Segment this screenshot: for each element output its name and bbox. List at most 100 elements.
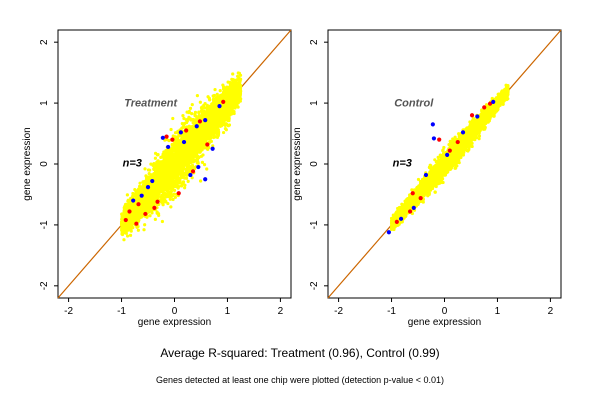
scatter-point: [160, 178, 164, 182]
scatter-point: [125, 193, 129, 197]
scatter-point: [161, 196, 166, 200]
scatter-point: [186, 179, 190, 183]
scatter-point: [221, 109, 225, 114]
scatter-point: [177, 160, 182, 165]
scatter-point: [171, 116, 175, 121]
scatter-point: [227, 104, 231, 108]
scatter-point: [177, 181, 181, 185]
scatter-point: [195, 131, 199, 135]
scatter-point: [181, 182, 185, 186]
scatter-point: [205, 167, 209, 171]
scatter-point: [221, 83, 225, 87]
scatter-point: [229, 90, 233, 94]
scatter-point: [204, 146, 209, 150]
scatter-point: [223, 86, 227, 91]
scatter-point: [170, 153, 175, 157]
scatter-point: [134, 193, 138, 197]
scatter-point: [190, 142, 194, 146]
scatter-point: [164, 149, 168, 153]
scatter-point: [173, 149, 178, 153]
scatter-point: [153, 188, 157, 193]
scatter-point: [136, 228, 140, 232]
scatter-point: [208, 119, 212, 123]
scatter-point: [218, 89, 222, 93]
scatter-point: [182, 147, 186, 151]
scatter-point: [234, 91, 238, 95]
scatter-point: [149, 174, 153, 178]
scatter-point: [187, 156, 192, 160]
scatter-point: [142, 198, 147, 202]
scatter-point: [217, 110, 221, 115]
scatter-point: [142, 181, 146, 185]
scatter-point: [160, 171, 164, 175]
scatter-point: [154, 196, 158, 201]
scatter-point: [144, 206, 148, 210]
scatter-point: [191, 125, 195, 129]
scatter-point: [146, 210, 151, 214]
scatter-point: [229, 109, 233, 113]
scatter-point: [229, 112, 234, 116]
scatter-point: [145, 178, 149, 182]
scatter-point: [211, 94, 215, 98]
scatter-point: [209, 133, 213, 137]
scatter-point: [181, 114, 185, 118]
scatter-point: [130, 215, 134, 219]
scatter-point: [200, 105, 204, 109]
scatter-point: [190, 112, 194, 116]
scatter-point: [205, 133, 209, 138]
scatter-point: [225, 110, 230, 114]
scatter-point: [195, 94, 199, 98]
scatter-point: [201, 142, 205, 146]
scatter-point: [182, 124, 186, 128]
scatter-point: [221, 130, 226, 135]
scatter-point: [191, 156, 195, 161]
scatter-point: [170, 147, 175, 151]
scatter-point: [166, 201, 170, 206]
scatter-point: [174, 156, 179, 161]
scatter-point: [149, 190, 153, 194]
scatter-point: [131, 208, 135, 213]
scatter-point: [206, 127, 210, 131]
scatter-point: [216, 128, 220, 132]
scatter-point: [199, 147, 203, 151]
scatter-point: [223, 127, 228, 131]
scatter-point: [217, 114, 221, 118]
scatter-point: [161, 201, 165, 206]
scatter-point: [138, 184, 142, 188]
scatter-point: [212, 105, 217, 109]
scatter-point: [168, 190, 172, 194]
scatter-point: [169, 149, 173, 154]
scatter-point: [215, 92, 219, 96]
scatter-point: [191, 149, 195, 153]
scatter-point: [203, 113, 207, 117]
scatter-point: [184, 120, 189, 125]
scatter-point: [185, 134, 189, 138]
scatter-point: [148, 214, 152, 218]
scatter-point: [203, 129, 207, 134]
scatter-point: [125, 204, 130, 208]
scatter-point: [153, 217, 157, 221]
scatter-point: [155, 160, 159, 164]
scatter-point: [239, 77, 243, 81]
scatter-point: [183, 186, 187, 190]
scatter-point: [172, 192, 176, 196]
scatter-point: [167, 155, 171, 160]
scatter-point: [234, 78, 238, 82]
scatter-point: [236, 86, 241, 90]
scatter-point: [158, 160, 162, 164]
scatter-point: [190, 102, 194, 107]
scatter-point: [138, 209, 142, 213]
scatter-point: [120, 226, 124, 230]
scatter-point: [186, 147, 191, 151]
scatter-point: [169, 127, 173, 132]
scatter-point: [211, 123, 216, 127]
scatter-point: [167, 175, 171, 179]
scatter-point: [156, 168, 160, 172]
scatter-point: [161, 154, 165, 158]
scatter-point: [195, 137, 199, 141]
scatter-point: [186, 141, 190, 145]
scatter-point: [226, 93, 230, 97]
